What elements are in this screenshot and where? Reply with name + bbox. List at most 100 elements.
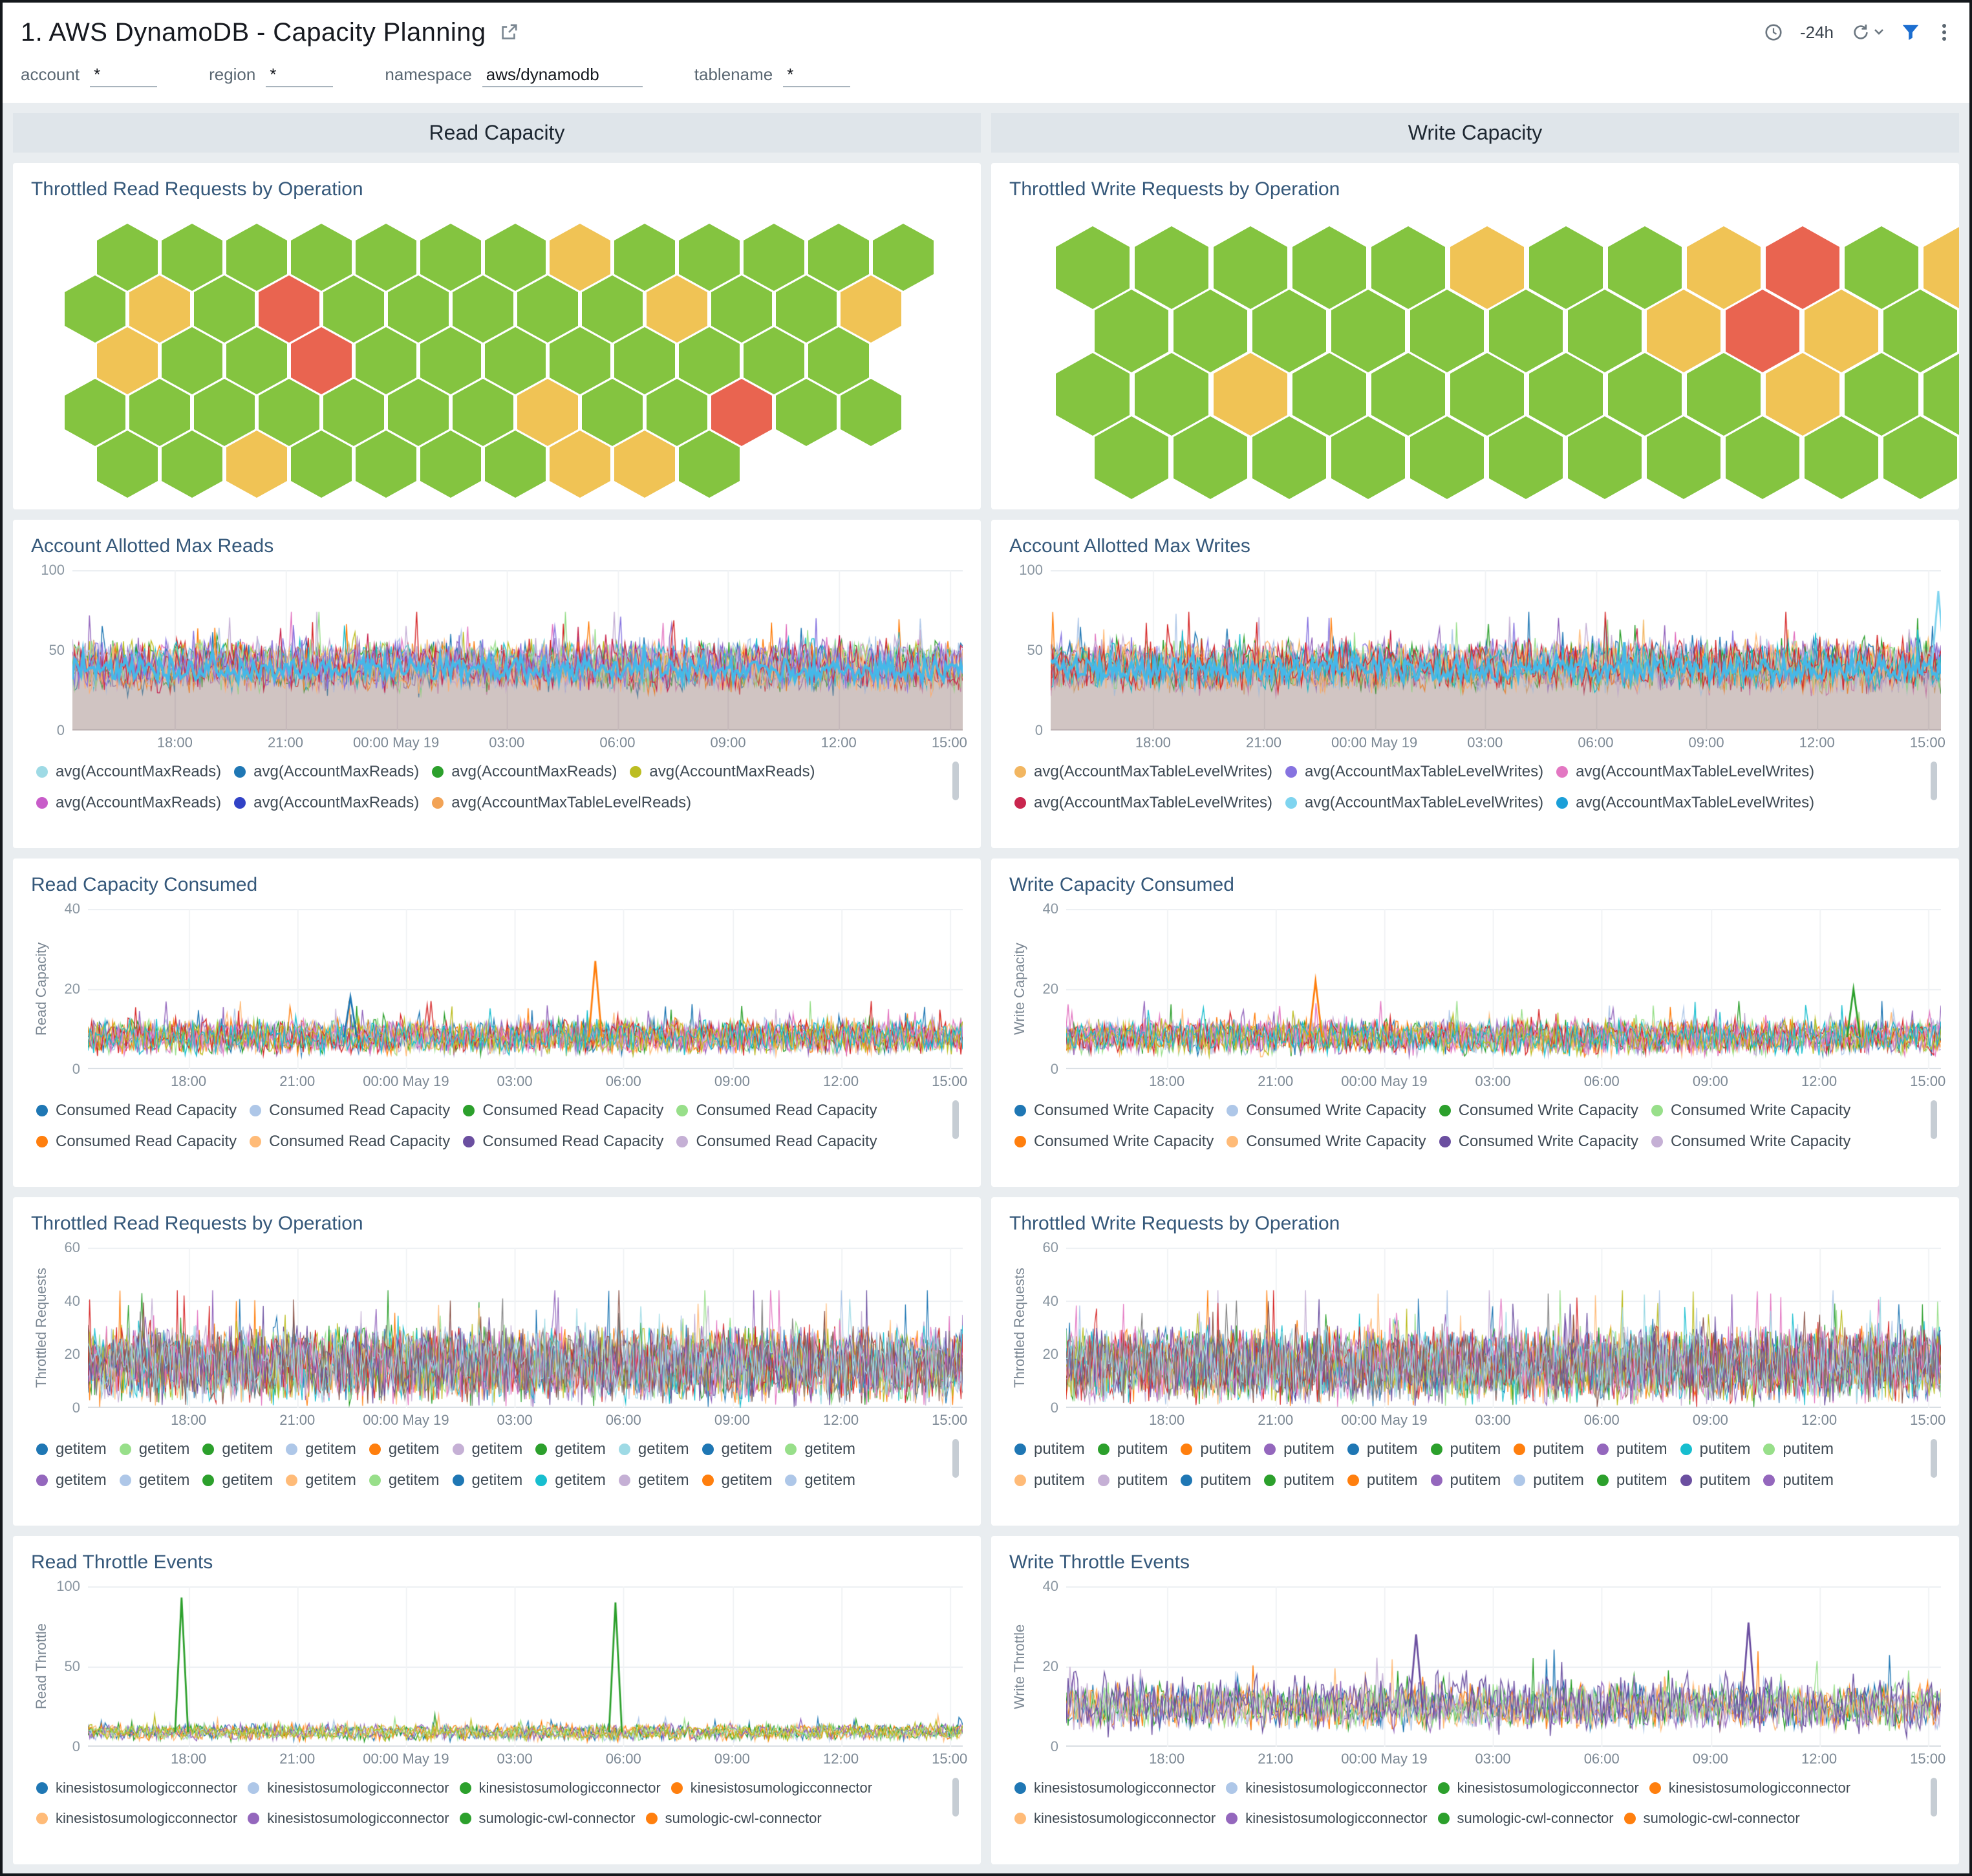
- legend-item[interactable]: Consumed Read Capacity: [463, 1102, 663, 1120]
- hex-cell[interactable]: [226, 431, 287, 498]
- legend-item[interactable]: kinesistosumologicconnector: [36, 1810, 237, 1827]
- legend-item[interactable]: kinesistosumologicconnector: [248, 1810, 449, 1827]
- hex-cell[interactable]: [614, 431, 675, 498]
- legend-item[interactable]: putitem: [1514, 1440, 1584, 1458]
- legend-item[interactable]: getitem: [535, 1440, 606, 1458]
- hex-cell[interactable]: [1608, 226, 1682, 309]
- chart-canvas[interactable]: [1066, 1586, 1941, 1747]
- legend-item[interactable]: Consumed Read Capacity: [36, 1133, 237, 1151]
- kebab-menu-icon[interactable]: [1937, 21, 1951, 43]
- legend-item[interactable]: Consumed Write Capacity: [1014, 1102, 1214, 1120]
- legend-item[interactable]: kinesistosumologicconnector: [670, 1780, 872, 1796]
- hex-cell[interactable]: [1766, 226, 1839, 309]
- legend-item[interactable]: putitem: [1181, 1471, 1251, 1489]
- legend-item[interactable]: kinesistosumologicconnector: [1226, 1780, 1428, 1796]
- legend-item[interactable]: putitem: [1264, 1440, 1334, 1458]
- legend-item[interactable]: getitem: [702, 1440, 772, 1458]
- hex-cell[interactable]: [1214, 226, 1287, 309]
- legend-item[interactable]: putitem: [1347, 1440, 1418, 1458]
- hex-cell[interactable]: [1845, 226, 1918, 309]
- legend-item[interactable]: putitem: [1680, 1440, 1750, 1458]
- legend-item[interactable]: putitem: [1763, 1471, 1834, 1489]
- legend-item[interactable]: Consumed Write Capacity: [1651, 1102, 1850, 1120]
- chart-canvas[interactable]: [88, 909, 963, 1069]
- legend-item[interactable]: kinesistosumologicconnector: [36, 1780, 237, 1796]
- chart-canvas[interactable]: [1066, 1248, 1941, 1408]
- hex-cell[interactable]: [356, 431, 416, 498]
- chart-canvas[interactable]: [1066, 909, 1941, 1069]
- legend-item[interactable]: getitem: [618, 1471, 689, 1489]
- legend-item[interactable]: kinesistosumologicconnector: [1437, 1780, 1639, 1796]
- legend-item[interactable]: avg(AccountMaxTableLevelWrites): [1014, 763, 1272, 781]
- legend-item[interactable]: avg(AccountMaxReads): [234, 794, 419, 812]
- legend-item[interactable]: Consumed Write Capacity: [1439, 1133, 1638, 1151]
- legend-item[interactable]: sumologic-cwl-connector: [1624, 1810, 1800, 1827]
- hex-cell[interactable]: [1450, 226, 1524, 309]
- legend-item[interactable]: getitem: [286, 1440, 356, 1458]
- legend-item[interactable]: getitem: [36, 1471, 107, 1489]
- hex-cell[interactable]: [550, 431, 610, 498]
- refresh-icon[interactable]: [1850, 23, 1884, 42]
- legend-item[interactable]: Consumed Write Capacity: [1014, 1133, 1214, 1151]
- share-icon[interactable]: [499, 23, 519, 42]
- hex-cell[interactable]: [162, 431, 222, 498]
- hex-cell[interactable]: [291, 224, 352, 291]
- legend-scrollbar[interactable]: [952, 762, 959, 800]
- hex-cell[interactable]: [1292, 226, 1366, 309]
- legend-item[interactable]: avg(AccountMaxReads): [36, 763, 221, 781]
- legend-item[interactable]: Consumed Read Capacity: [36, 1102, 237, 1120]
- legend-item[interactable]: putitem: [1596, 1440, 1667, 1458]
- legend-item[interactable]: avg(AccountMaxReads): [630, 763, 815, 781]
- hex-cell[interactable]: [162, 224, 222, 291]
- hex-cell[interactable]: [420, 224, 481, 291]
- hex-cell[interactable]: [1410, 416, 1484, 499]
- legend-item[interactable]: getitem: [202, 1471, 273, 1489]
- hex-cell[interactable]: [291, 431, 352, 498]
- hex-cell[interactable]: [1056, 226, 1130, 309]
- legend-item[interactable]: avg(AccountMaxTableLevelWrites): [1285, 794, 1543, 812]
- chart-canvas[interactable]: [72, 570, 963, 730]
- hex-cell[interactable]: [550, 224, 610, 291]
- legend-item[interactable]: avg(AccountMaxTableLevelWrites): [1285, 763, 1543, 781]
- hex-cell[interactable]: [1489, 416, 1563, 499]
- legend-item[interactable]: avg(AccountMaxTableLevelReads): [432, 794, 691, 812]
- legend-item[interactable]: getitem: [535, 1471, 606, 1489]
- legend-item[interactable]: putitem: [1097, 1471, 1168, 1489]
- legend-item[interactable]: sumologic-cwl-connector: [645, 1810, 822, 1827]
- legend-item[interactable]: kinesistosumologicconnector: [459, 1780, 661, 1796]
- legend-item[interactable]: avg(AccountMaxTableLevelWrites): [1556, 763, 1814, 781]
- legend-item[interactable]: kinesistosumologicconnector: [1226, 1810, 1428, 1827]
- legend-item[interactable]: getitem: [618, 1440, 689, 1458]
- legend-item[interactable]: getitem: [286, 1471, 356, 1489]
- legend-item[interactable]: putitem: [1514, 1471, 1584, 1489]
- legend-item[interactable]: getitem: [202, 1440, 273, 1458]
- account-filter-input[interactable]: *: [90, 65, 158, 87]
- legend-item[interactable]: Consumed Write Capacity: [1651, 1133, 1850, 1151]
- legend-item[interactable]: sumologic-cwl-connector: [1437, 1810, 1614, 1827]
- legend-item[interactable]: kinesistosumologicconnector: [1014, 1780, 1216, 1796]
- legend-item[interactable]: putitem: [1763, 1440, 1834, 1458]
- legend-item[interactable]: putitem: [1181, 1440, 1251, 1458]
- legend-item[interactable]: putitem: [1014, 1440, 1085, 1458]
- legend-item[interactable]: putitem: [1347, 1471, 1418, 1489]
- legend-item[interactable]: getitem: [452, 1440, 522, 1458]
- tablename-filter-input[interactable]: *: [783, 65, 851, 87]
- hex-cell[interactable]: [420, 431, 481, 498]
- hex-cell[interactable]: [1095, 416, 1168, 499]
- legend-scrollbar[interactable]: [1931, 762, 1937, 800]
- filter-icon[interactable]: [1901, 23, 1920, 42]
- legend-item[interactable]: Consumed Read Capacity: [250, 1102, 450, 1120]
- legend-item[interactable]: putitem: [1430, 1471, 1501, 1489]
- legend-item[interactable]: Consumed Read Capacity: [676, 1102, 877, 1120]
- legend-scrollbar[interactable]: [1931, 1778, 1937, 1817]
- legend-scrollbar[interactable]: [1931, 1100, 1937, 1139]
- legend-item[interactable]: avg(AccountMaxReads): [234, 763, 419, 781]
- chart-canvas[interactable]: [1051, 570, 1941, 730]
- region-filter-input[interactable]: *: [266, 65, 334, 87]
- legend-item[interactable]: putitem: [1097, 1440, 1168, 1458]
- hex-cell[interactable]: [1687, 226, 1761, 309]
- hex-cell[interactable]: [1252, 416, 1326, 499]
- legend-item[interactable]: getitem: [785, 1471, 855, 1489]
- hex-cell[interactable]: [1805, 416, 1878, 499]
- hex-cell[interactable]: [1135, 226, 1208, 309]
